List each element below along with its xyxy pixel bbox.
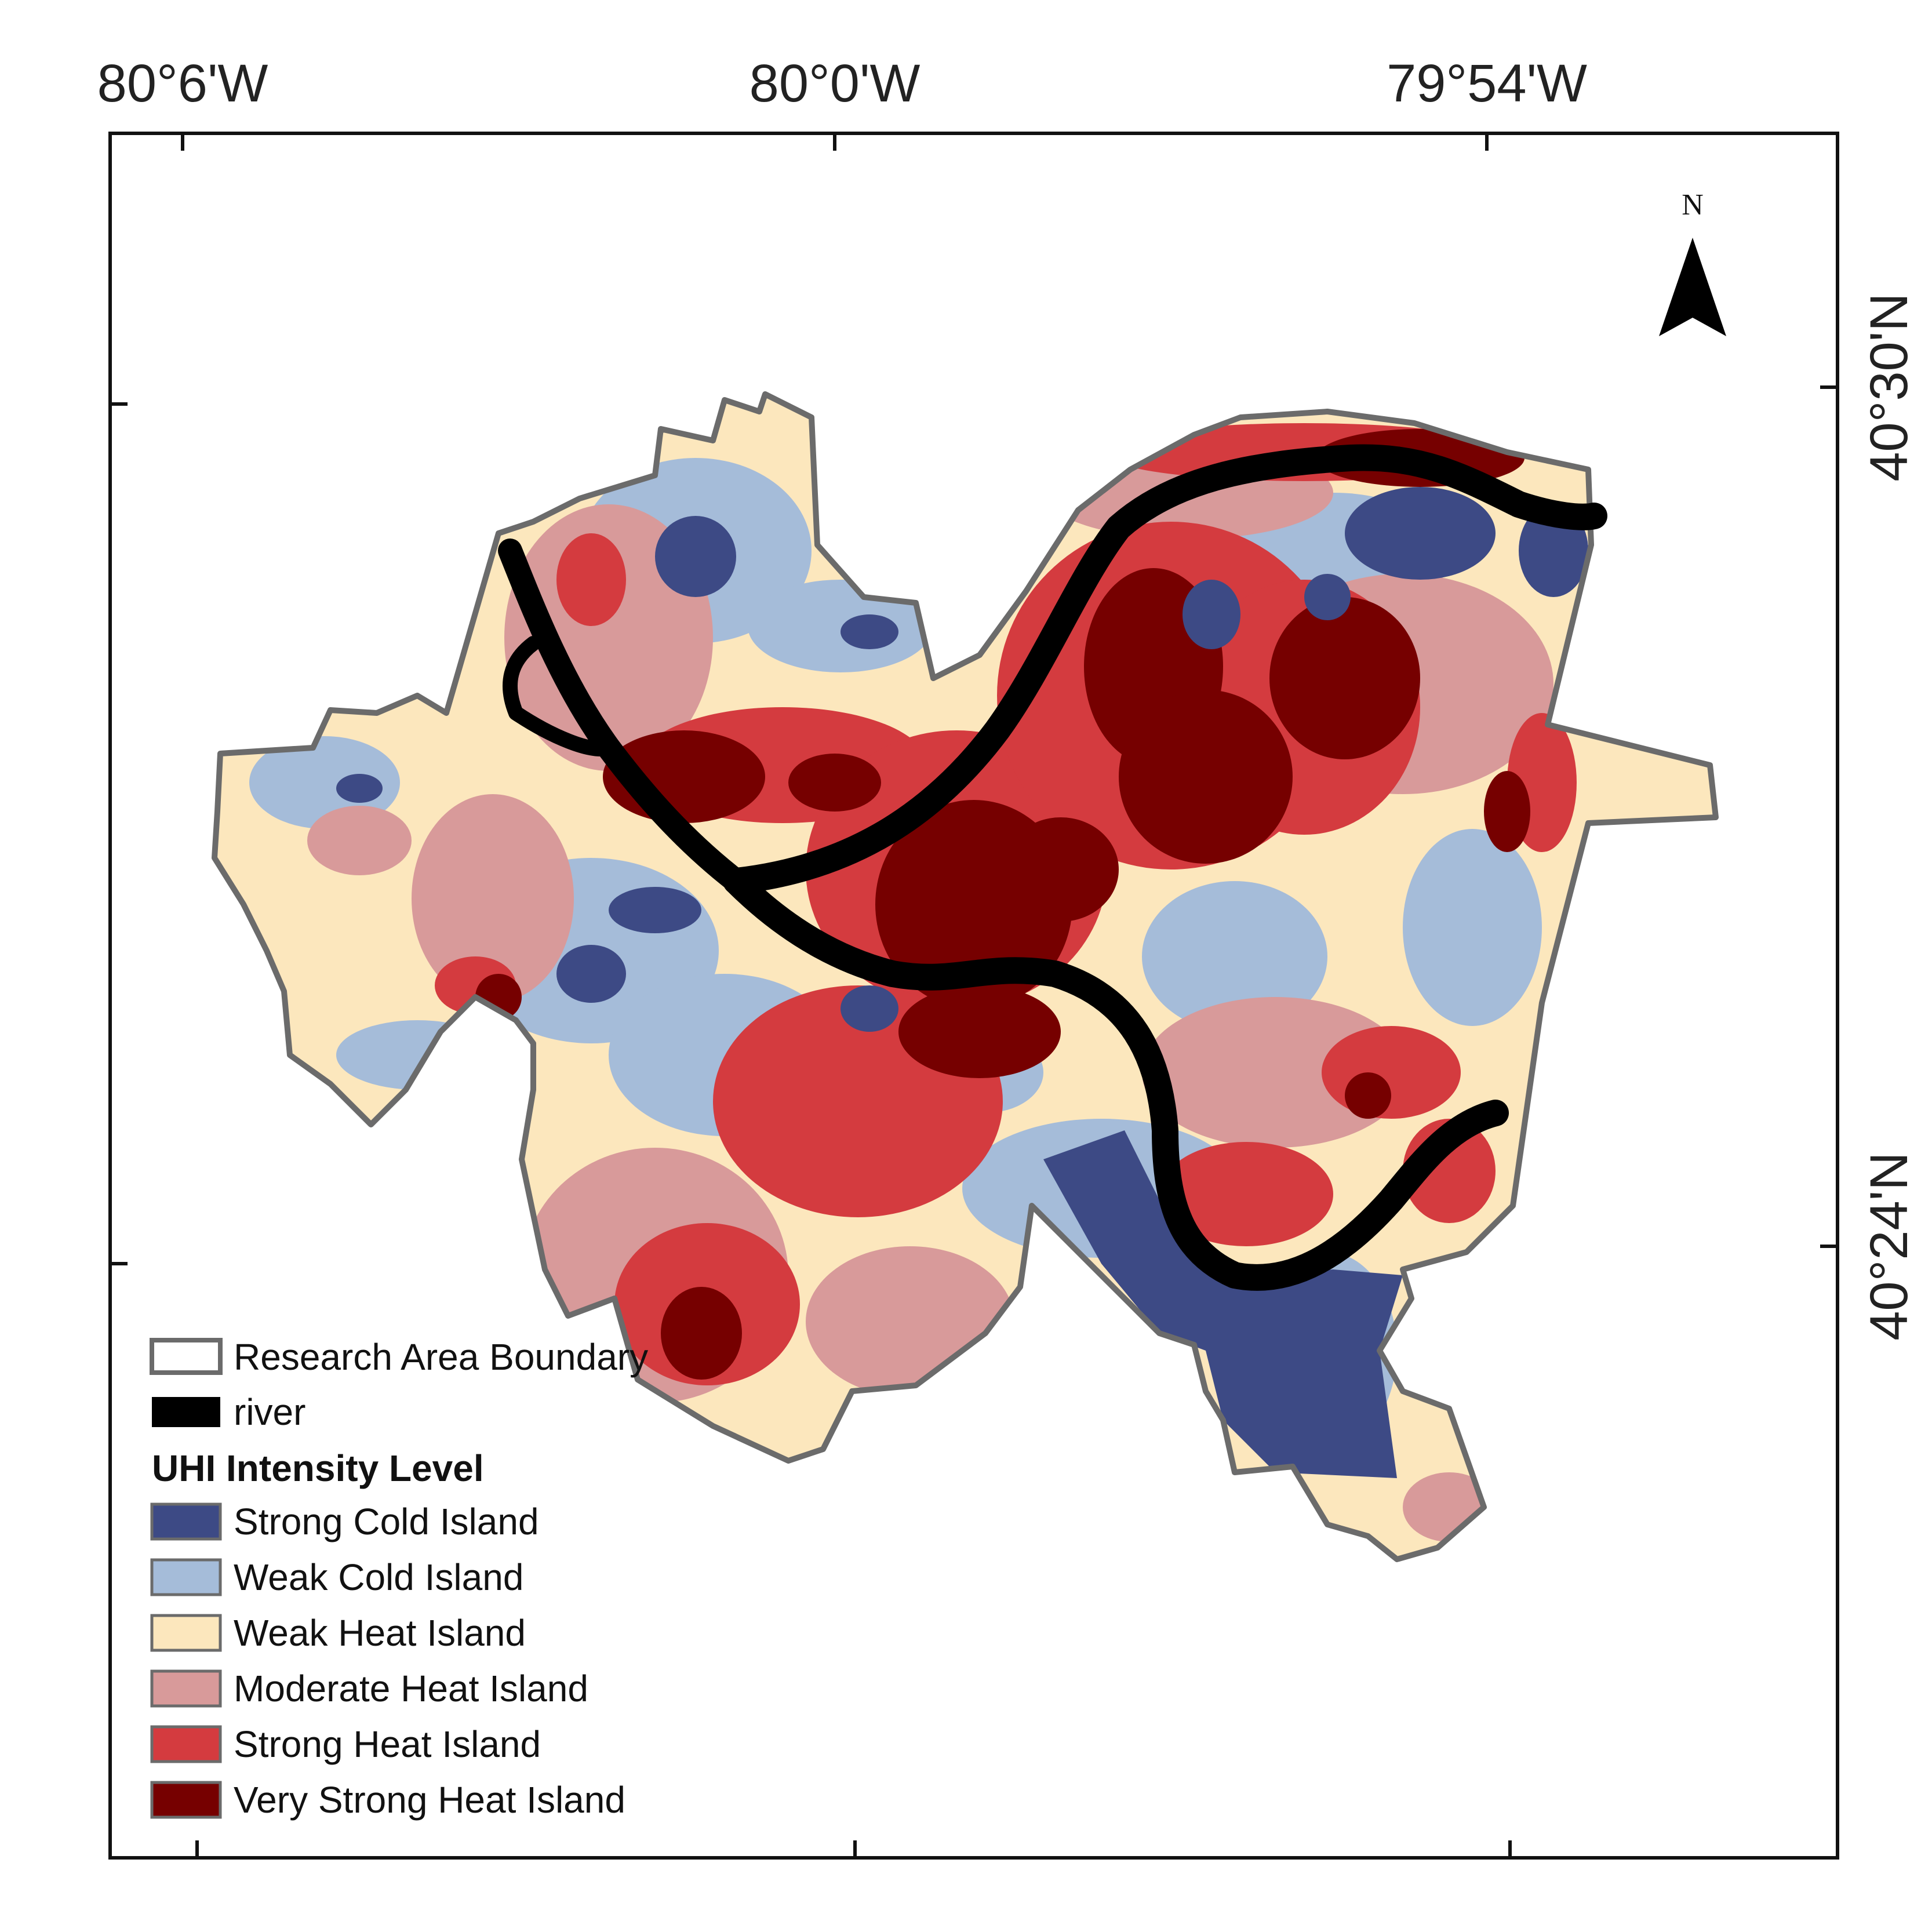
north-arrow-icon — [1659, 238, 1726, 336]
legend-swatch-weak-cold-island — [150, 1558, 222, 1596]
legend-river-label: river — [234, 1391, 305, 1433]
legend-label-moderate-heat-island: Moderate Heat Island — [234, 1668, 588, 1709]
research-area-boundary — [212, 391, 1719, 1562]
map-frame — [108, 132, 1839, 1860]
legend-swatch-strong-heat-island — [150, 1725, 222, 1763]
legend-label-strong-heat-island: Strong Heat Island — [234, 1723, 541, 1765]
river-ohio-backchannel — [503, 636, 616, 756]
longitude-label-west: 80°6'W — [97, 54, 268, 113]
legend-label-strong-cold-island: Strong Cold Island — [234, 1501, 539, 1542]
north-arrow: N — [1659, 188, 1726, 336]
strong-cold-patches — [336, 487, 1588, 1478]
legend-river-swatch — [152, 1397, 220, 1427]
legend-label-weak-heat-island: Weak Heat Island — [234, 1612, 526, 1654]
river-allegheny — [723, 444, 1607, 894]
legend: Research Area Boundary river UHI Intensi… — [150, 1336, 648, 1821]
legend-swatch-moderate-heat-island — [150, 1669, 222, 1708]
rivers — [498, 444, 1607, 1291]
legend-title: UHI Intensity Level — [152, 1447, 484, 1489]
legend-classes: Strong Cold Island Weak Cold Island Weak H… — [150, 1501, 625, 1821]
legend-label-very-strong-heat-island: Very Strong Heat Island — [234, 1779, 625, 1821]
legend-boundary-label: Research Area Boundary — [234, 1336, 648, 1378]
legend-boundary-swatch — [150, 1338, 223, 1375]
latitude-label-south: 40°24'N — [1860, 1152, 1919, 1340]
north-arrow-letter: N — [1682, 188, 1704, 221]
legend-swatch-very-strong-heat-island — [150, 1781, 222, 1819]
legend-swatch-weak-heat-island — [150, 1614, 222, 1652]
legend-label-weak-cold-island: Weak Cold Island — [234, 1556, 523, 1598]
legend-swatch-strong-cold-island — [150, 1502, 222, 1541]
river-monongahela — [723, 868, 1509, 1291]
tick-marks — [110, 133, 1838, 1858]
longitude-label-center: 80°0'W — [749, 54, 920, 113]
latitude-label-north: 40°30'N — [1860, 293, 1919, 481]
longitude-label-east: 79°54'W — [1387, 54, 1587, 113]
